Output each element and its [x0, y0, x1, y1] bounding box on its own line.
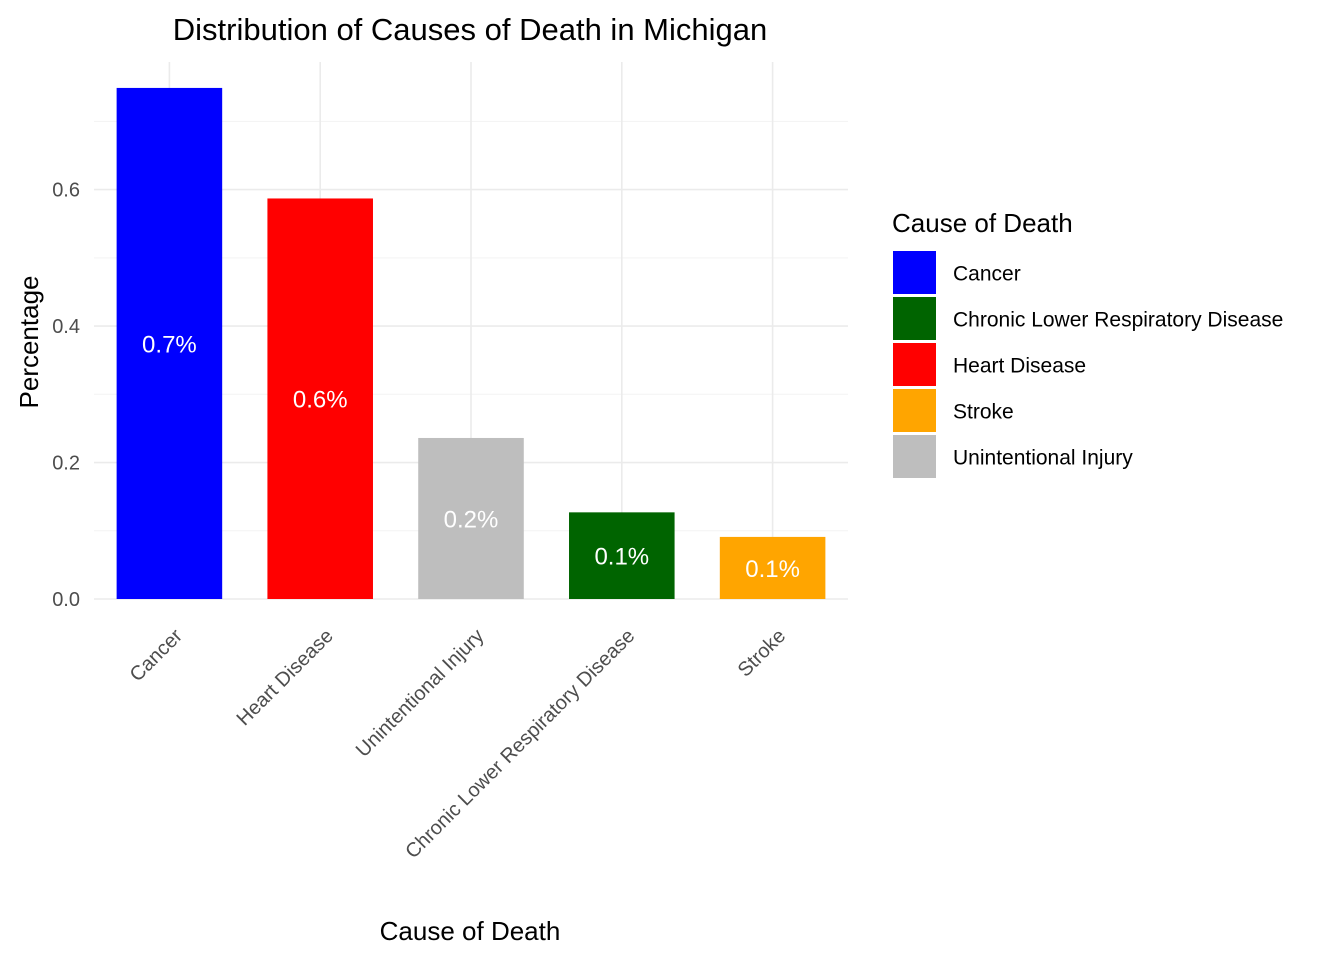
legend-item-label: Unintentional Injury: [953, 447, 1133, 470]
legend-item-label: Heart Disease: [953, 355, 1086, 378]
bar-data-label: 0.2%: [444, 506, 499, 533]
x-axis-title: Cause of Death: [380, 916, 561, 946]
x-tick-label: Cancer: [126, 625, 187, 686]
legend: Cause of Death Cancer Chronic Lower Respi…: [892, 208, 1283, 478]
legend-key: [893, 297, 936, 340]
legend-key: [893, 251, 936, 294]
chart-title: Distribution of Causes of Death in Michi…: [173, 12, 767, 47]
bar-data-label: 0.1%: [745, 556, 800, 583]
x-tick-label: Heart Disease: [233, 625, 338, 730]
bars-layer: [116, 87, 826, 600]
bar: [719, 536, 826, 599]
bar: [418, 437, 524, 599]
bar-data-label: 0.7%: [142, 331, 197, 358]
y-tick-label: 0.4: [52, 316, 80, 338]
legend-item-label: Stroke: [953, 401, 1014, 424]
x-axis-ticks: Cancer Heart Disease Unintentional InjuryC…: [126, 625, 790, 863]
legend-key: [893, 343, 936, 386]
legend-item-label: Chronic Lower Respiratory Disease: [953, 309, 1283, 332]
bar-data-label: 0.6%: [293, 387, 348, 414]
legend-items: Cancer Chronic Lower Respiratory Disease H…: [893, 251, 1283, 478]
y-tick-label: 0.0: [52, 589, 80, 611]
y-axis-title: Percentage: [14, 276, 44, 409]
bar-data-label: 0.1%: [594, 544, 649, 571]
data-labels-layer: 0.7% 0.6% 0.2% 0.1% 0.1%: [142, 331, 800, 582]
legend-key: [893, 435, 936, 478]
bar: [569, 512, 675, 599]
legend-item-label: Cancer: [953, 263, 1021, 286]
y-tick-label: 0.6: [52, 180, 80, 202]
x-tick-label: Unintentional Injury: [352, 625, 489, 762]
bar: [267, 198, 373, 600]
y-axis-ticks: 0.0 0.2 0.4 0.6: [52, 180, 80, 611]
x-tick-label: Stroke: [734, 625, 790, 681]
legend-key: [893, 389, 936, 432]
y-tick-label: 0.2: [52, 453, 80, 475]
bar: [116, 87, 223, 600]
legend-title: Cause of Death: [892, 208, 1073, 238]
